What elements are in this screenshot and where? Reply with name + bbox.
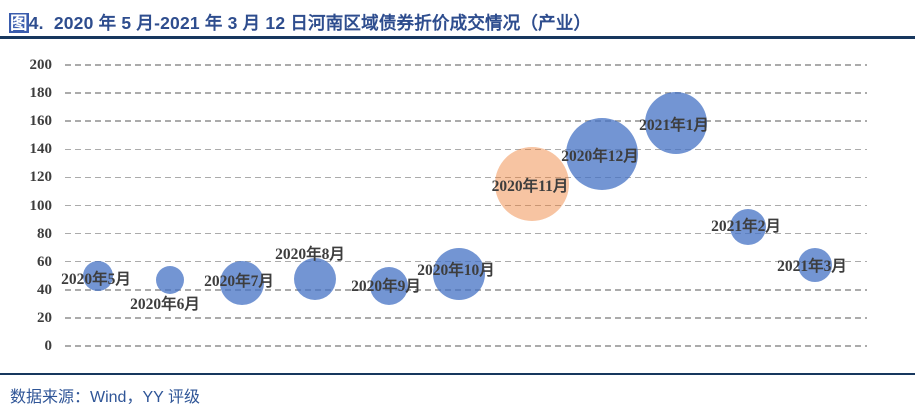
bubble-label-2021年1月: 2021年1月	[639, 116, 709, 134]
gridline-y20	[65, 317, 867, 319]
bubble-label-2020年9月: 2020年9月	[351, 277, 421, 295]
y-tick-label-60: 60	[37, 253, 52, 270]
bubble-2020年11月	[495, 147, 569, 222]
bubble-2021年2月	[730, 208, 766, 245]
y-tick-label-0: 0	[44, 338, 53, 354]
y-tick-label-80: 80	[37, 225, 52, 242]
title-divider-line	[0, 36, 915, 39]
bubble-2020年7月	[220, 260, 264, 305]
bubble-2021年1月	[645, 91, 707, 154]
bubble-label-2021年3月: 2021年3月	[777, 257, 847, 275]
y-tick-label-140: 140	[29, 141, 53, 158]
y-tick-label-180: 180	[29, 85, 53, 102]
bubble-2020年6月	[156, 265, 184, 294]
bubble-2020年5月	[83, 260, 113, 291]
footer-divider-line	[0, 372, 915, 376]
gridline-y120	[65, 176, 867, 179]
gridline-y160	[65, 120, 867, 122]
gridline-y200	[65, 64, 867, 66]
y-tick-label-160: 160	[29, 113, 53, 130]
bubble-2020年10月	[433, 248, 485, 301]
gridline-y100	[65, 204, 867, 207]
bubble-2020年8月	[294, 257, 336, 300]
bubble-label-2020年12月: 2020年12月	[561, 147, 639, 165]
figure-label-highlight: 图	[9, 13, 29, 34]
bubble-label-2020年7月: 2020年7月	[204, 272, 274, 290]
gridline-y0	[65, 345, 867, 347]
y-tick-label-200: 200	[29, 57, 53, 73]
bubble-2020年12月	[566, 117, 638, 190]
gridline-y140	[65, 148, 867, 151]
bubble-label-2020年10月: 2020年10月	[417, 262, 495, 280]
gridline-y180	[65, 92, 867, 94]
data-source-text: 数据来源：Wind，YY 评级	[10, 389, 200, 406]
bubble-label-2021年2月: 2021年2月	[711, 217, 781, 235]
gridline-y80	[65, 232, 867, 235]
bubble-label-2020年6月: 2020年6月	[130, 295, 200, 313]
y-tick-label-20: 20	[37, 309, 52, 326]
bubble-label-2020年11月: 2020年11月	[491, 178, 569, 196]
bubble-label-2020年8月: 2020年8月	[275, 245, 345, 263]
bubble-2020年9月	[370, 266, 408, 305]
figure-title-text: 4. 2020 年 5 月-2021 年 3 月 12 日河南区域债券折价成交情…	[28, 13, 592, 33]
y-tick-label-120: 120	[29, 169, 53, 186]
y-tick-label-100: 100	[29, 197, 53, 214]
bubble-label-2020年5月: 2020年5月	[61, 270, 131, 288]
figure-title: 图4. 2020 年 5 月-2021 年 3 月 12 日河南区域债券折价成交…	[9, 10, 591, 35]
y-tick-label-40: 40	[37, 281, 52, 298]
bubble-2021年3月	[798, 247, 832, 282]
